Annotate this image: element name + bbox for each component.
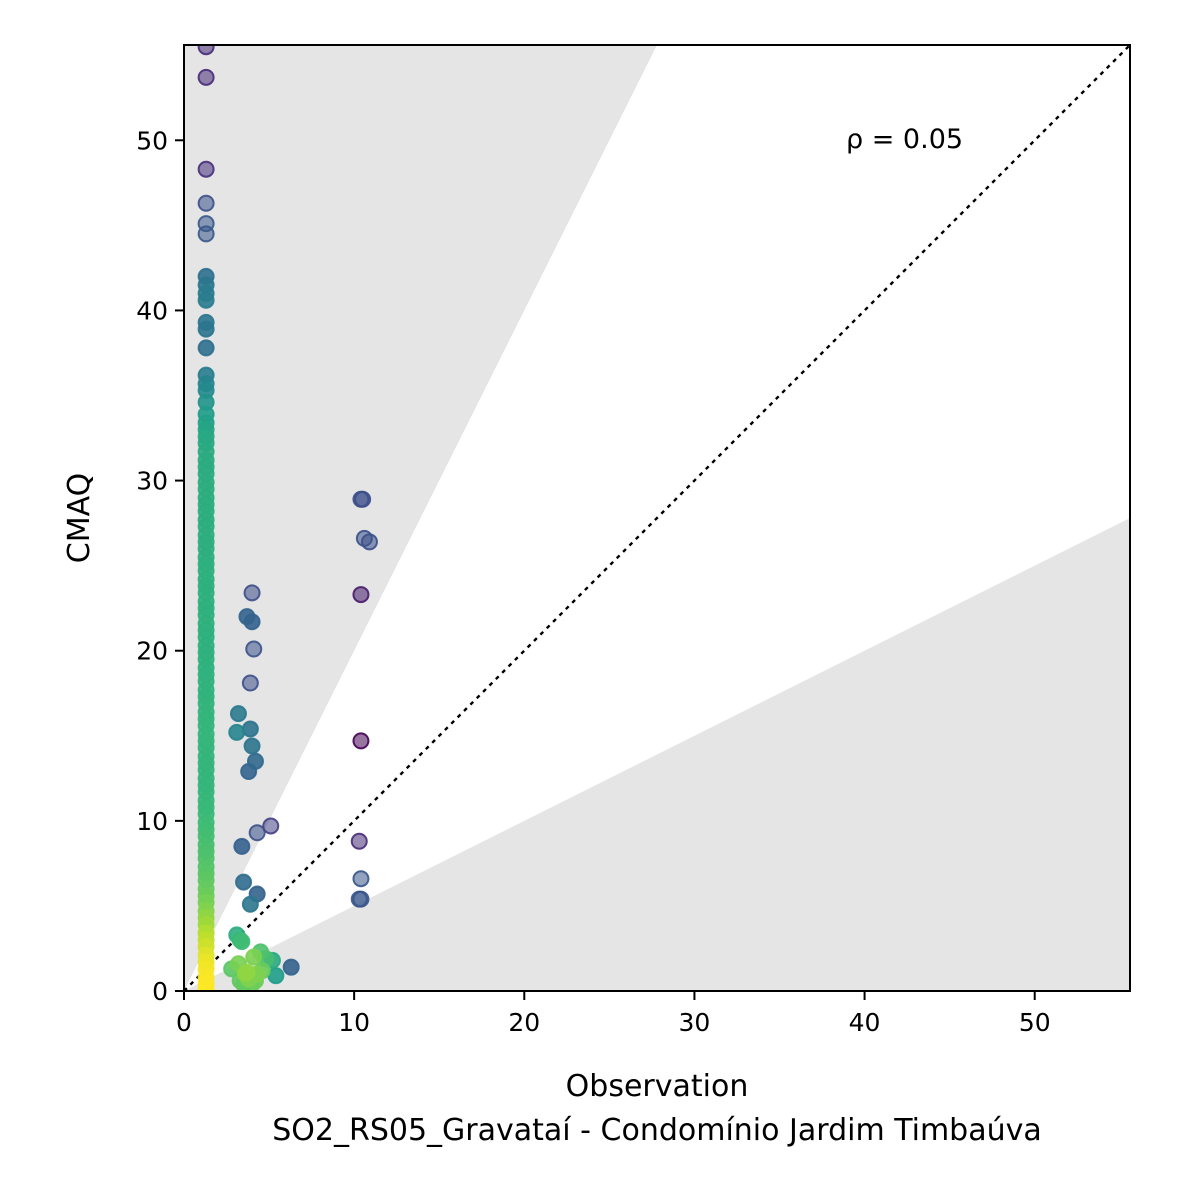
x-tick-label: 50 xyxy=(1019,1008,1051,1037)
data-point xyxy=(199,293,214,308)
data-point xyxy=(229,725,244,740)
y-tick-label: 20 xyxy=(136,637,168,666)
y-tick-label: 40 xyxy=(136,296,168,325)
x-tick-label: 10 xyxy=(338,1008,370,1037)
data-point xyxy=(245,738,260,753)
x-tick-label: 30 xyxy=(679,1008,711,1037)
data-point xyxy=(239,609,254,624)
x-axis-subtitle: SO2_RS05_Gravataí - Condomínio Jardim Ti… xyxy=(272,1113,1042,1148)
data-point xyxy=(199,340,214,355)
data-point xyxy=(357,531,372,546)
data-point xyxy=(353,733,368,748)
data-point xyxy=(231,706,246,721)
y-axis-label: CMAQ xyxy=(62,473,97,563)
correlation-annotation: ρ = 0.05 xyxy=(846,124,963,155)
data-point xyxy=(263,818,278,833)
data-point xyxy=(199,70,214,85)
data-point xyxy=(199,315,214,330)
data-point xyxy=(284,960,299,975)
y-tick-label: 50 xyxy=(136,126,168,155)
data-point xyxy=(250,825,265,840)
x-axis-label: Observation xyxy=(566,1069,749,1104)
data-point xyxy=(199,727,214,742)
data-point xyxy=(245,585,260,600)
data-point xyxy=(248,754,263,769)
data-point xyxy=(355,492,370,507)
x-tick-label: 0 xyxy=(176,1008,192,1037)
data-point xyxy=(243,897,258,912)
scatter-chart: 0 10 20 30 40 50 0 10 20 30 40 50 ρ = 0.05 Observa… xyxy=(0,0,1200,1200)
data-point xyxy=(246,642,261,657)
data-point xyxy=(353,587,368,602)
data-point xyxy=(243,721,258,736)
data-point xyxy=(199,196,214,211)
data-point xyxy=(246,949,261,964)
data-point xyxy=(199,623,214,638)
data-point xyxy=(236,875,251,890)
data-point xyxy=(243,676,258,691)
x-tick-label: 40 xyxy=(849,1008,881,1037)
x-tick-label: 20 xyxy=(508,1008,540,1037)
data-point xyxy=(199,216,214,231)
data-point xyxy=(199,162,214,177)
y-tick-label: 0 xyxy=(152,977,168,1006)
y-tick-label: 10 xyxy=(136,807,168,836)
data-point xyxy=(234,934,249,949)
data-point xyxy=(239,965,254,980)
y-tick-label: 30 xyxy=(136,467,168,496)
data-point xyxy=(352,834,367,849)
data-point xyxy=(234,839,249,854)
data-point xyxy=(353,892,368,907)
data-point xyxy=(353,871,368,886)
